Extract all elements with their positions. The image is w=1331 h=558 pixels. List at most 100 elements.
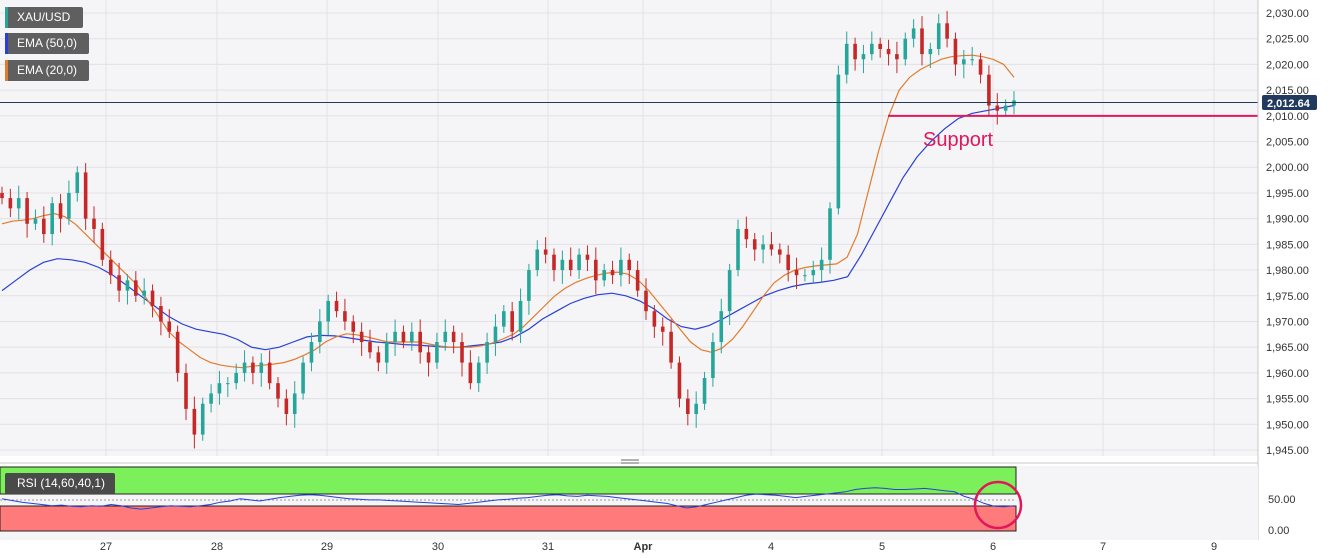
candle-body — [284, 398, 289, 415]
candle-body — [334, 300, 339, 312]
candle-body — [920, 28, 924, 55]
candle-body — [953, 38, 958, 65]
price-tick-label: 2,030.00 — [1266, 8, 1309, 20]
candle-body — [543, 249, 548, 255]
time-tick-label: 5 — [879, 541, 885, 553]
candle-body — [711, 342, 715, 379]
candle-body — [627, 259, 632, 271]
rsi-oversold-zone — [0, 505, 1017, 532]
candle-body — [870, 43, 874, 55]
candle-body — [502, 311, 506, 327]
candle-body — [803, 275, 807, 277]
legend-ema50[interactable]: EMA (50,0) — [5, 33, 89, 54]
candle-body — [351, 321, 356, 332]
price-tick-label: 1,995.00 — [1266, 188, 1309, 200]
time-tick-label: 7 — [1100, 541, 1106, 553]
rsi-overbought-zone — [0, 466, 1017, 495]
candle-body — [602, 270, 606, 281]
price-tick-label: 1,990.00 — [1266, 214, 1309, 226]
grid — [0, 0, 1258, 540]
candle-body — [376, 352, 381, 363]
candle-body — [552, 254, 556, 271]
candle-body — [594, 259, 598, 281]
time-tick-label: 4 — [768, 541, 774, 553]
candle-body — [585, 254, 590, 260]
candle-body — [468, 362, 473, 384]
candle-body — [861, 54, 866, 60]
candle-body — [719, 311, 724, 343]
candle-body — [610, 270, 615, 276]
candle-body — [42, 218, 46, 235]
price-tick-label: 2,020.00 — [1266, 59, 1309, 71]
candle-body — [895, 54, 899, 60]
candle-body — [318, 321, 322, 343]
candle-body — [702, 378, 707, 404]
candle-body — [343, 311, 347, 322]
candle-body — [811, 270, 816, 276]
candle-body — [660, 326, 665, 332]
candle-body — [786, 254, 790, 271]
candle-body — [234, 372, 238, 384]
time-tick-label: 6 — [990, 541, 996, 553]
candle-body — [125, 280, 130, 291]
price-tick-label: 1,955.00 — [1266, 394, 1309, 406]
ema20-line — [1, 54, 1015, 369]
candle-body — [535, 249, 540, 271]
legend-rsi[interactable]: RSI (14,60,40,1) — [5, 473, 116, 494]
candle-body — [828, 208, 832, 260]
candle-body — [476, 362, 481, 384]
price-tick-label: 2,015.00 — [1266, 85, 1309, 97]
candle-body — [401, 331, 406, 343]
candle-body — [368, 342, 372, 353]
candle-body — [393, 331, 397, 343]
legend-ema20-label: EMA (20,0) — [17, 63, 78, 77]
candle-body — [619, 259, 623, 276]
candle-body — [309, 342, 314, 363]
current-price-value: 2,012.64 — [1267, 98, 1311, 110]
candle-body — [844, 43, 849, 75]
candle-body — [242, 362, 247, 373]
candle-body — [83, 172, 88, 219]
rsi-tick-50: 50.00 — [1268, 494, 1296, 506]
legend-symbol-label: XAU/USD — [17, 10, 71, 24]
candle-body — [836, 74, 841, 209]
ema20-swatch — [5, 60, 8, 81]
price-tick-label: 2,025.00 — [1266, 34, 1309, 46]
candle-body — [970, 59, 974, 61]
candle-body — [426, 352, 431, 363]
candle-body — [853, 43, 857, 60]
candle-body — [142, 290, 146, 296]
price-tick-label: 1,950.00 — [1266, 419, 1309, 431]
legend-symbol[interactable]: XAU/USD — [5, 7, 83, 28]
main-pane-bg — [0, 0, 1258, 456]
legend-ema20[interactable]: EMA (20,0) — [5, 60, 89, 81]
candle-body — [510, 311, 514, 332]
candle-body — [175, 331, 180, 373]
candle-body — [33, 218, 38, 224]
candle-body — [159, 306, 163, 322]
pane-resize-handle[interactable] — [621, 459, 639, 464]
candle-body — [493, 326, 498, 343]
time-axis[interactable]: 27 28 29 30 31 Apr 4 5 6 7 9 — [100, 541, 1217, 553]
time-tick-label: 9 — [1211, 541, 1217, 553]
price-axis[interactable]: 2,030.00 2,025.00 2,020.00 2,015.00 2,010.00… — [1257, 0, 1309, 540]
time-tick-label: 27 — [100, 541, 112, 553]
price-tick-label: 1,970.00 — [1266, 316, 1309, 328]
candle-body — [752, 239, 757, 250]
candle-body — [744, 228, 749, 240]
candle-body — [962, 59, 966, 65]
candle-body — [669, 331, 673, 363]
price-tick-label: 1,965.00 — [1266, 342, 1309, 354]
candle-body — [769, 244, 774, 250]
candle-body — [560, 259, 565, 271]
price-tick-label: 1,975.00 — [1266, 291, 1309, 303]
candle-body — [1003, 105, 1008, 111]
candle-body — [326, 300, 330, 322]
candle-body — [936, 23, 941, 49]
price-tick-label: 1,980.00 — [1266, 265, 1309, 277]
candle-body — [527, 270, 531, 301]
candle-body — [100, 228, 105, 260]
price-tick-label: 2,000.00 — [1266, 162, 1309, 174]
symbol-swatch — [5, 7, 8, 28]
